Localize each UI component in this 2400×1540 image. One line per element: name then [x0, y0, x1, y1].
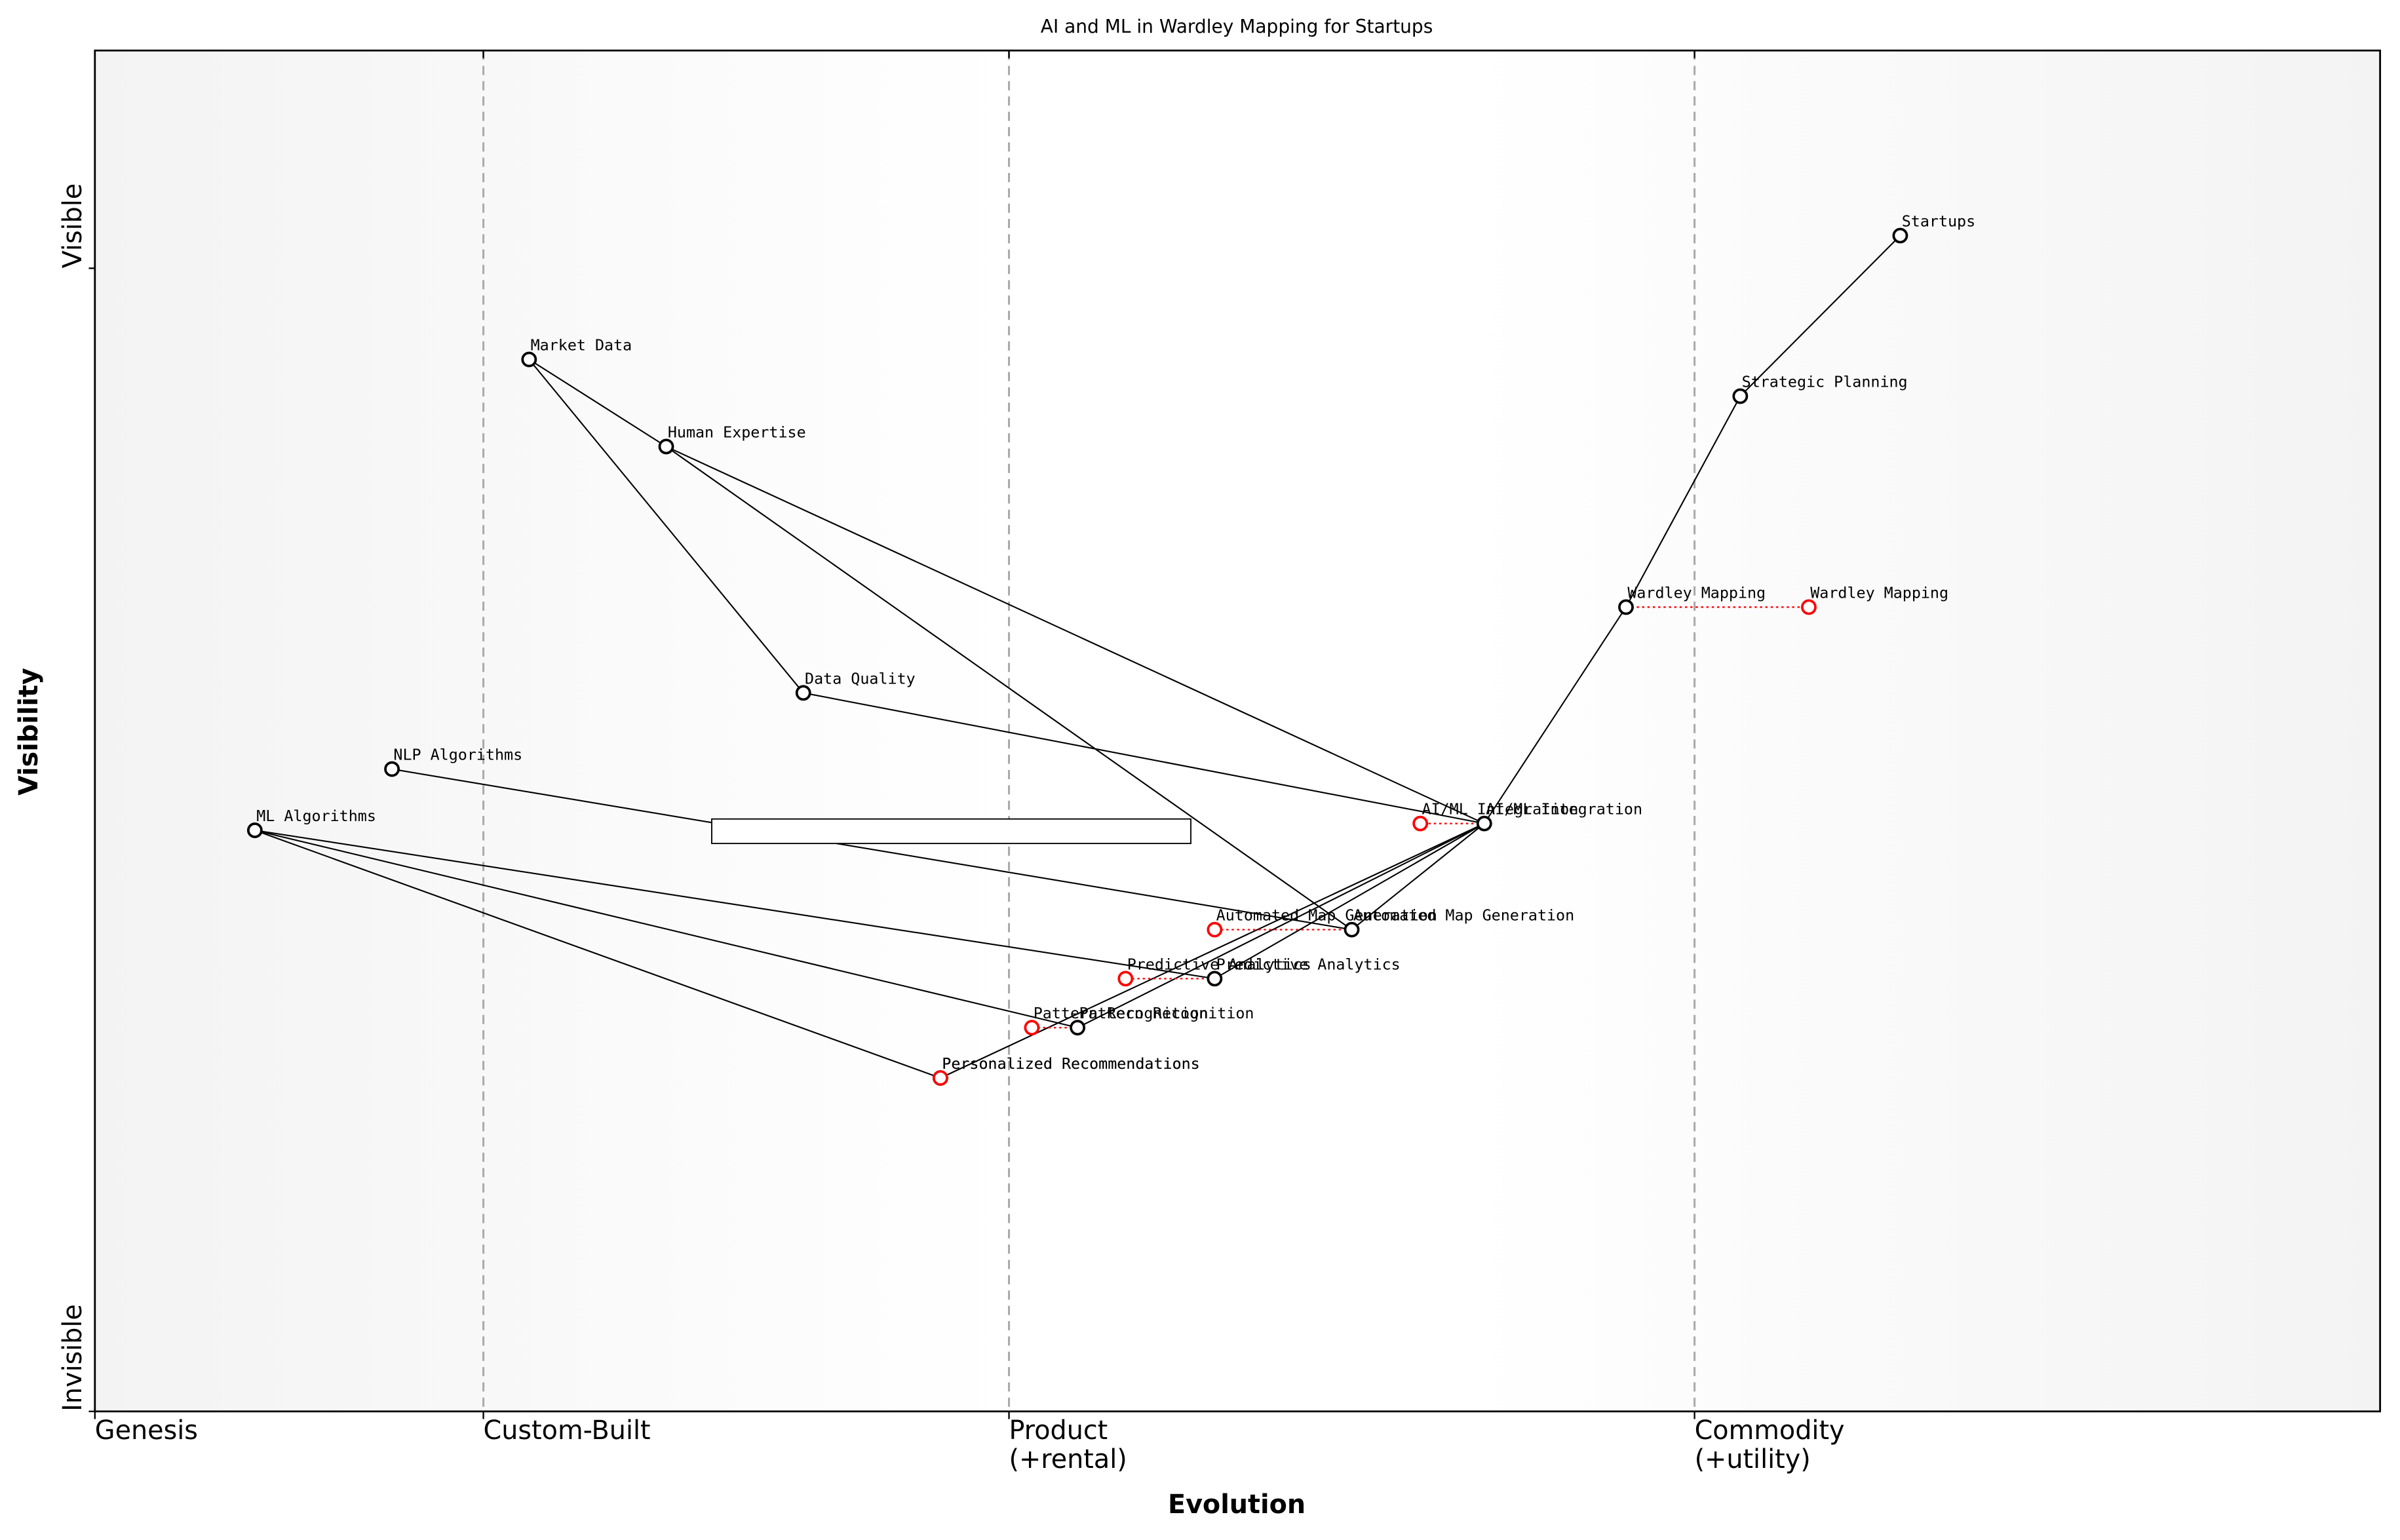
link [391, 768, 1352, 931]
link [1351, 822, 1485, 931]
x-tick-label-box: Product (+rental) [1009, 1417, 1127, 1476]
link [666, 446, 1485, 824]
y-tick-label: Visible [58, 183, 88, 269]
x-tick-label: Genesis [94, 1417, 199, 1447]
component-label: Personalized Recommendations [942, 1054, 1199, 1073]
plot-background [94, 50, 2380, 1412]
evolved-component [933, 1070, 948, 1086]
link [1483, 606, 1627, 824]
component [658, 438, 674, 455]
component-label: Wardley Mapping [1627, 583, 1766, 602]
link [665, 446, 1353, 931]
evolved-component [1207, 921, 1223, 938]
evolved-label: Pattern Recognition [1034, 1004, 1209, 1022]
component-label: Startups [1902, 212, 1975, 230]
y-axis-label: Visibility [14, 668, 44, 796]
component-label: NLP Algorithms [393, 746, 522, 764]
component-label: Strategic Planning [1742, 373, 1908, 391]
empty-legend [711, 818, 1191, 845]
component-label: Predictive Analytics [1216, 955, 1401, 973]
plot: Startups Strategic Planning Wardley Mappin… [94, 50, 1975, 1419]
component [246, 822, 263, 838]
evolved-component [1801, 599, 1817, 615]
component [1207, 971, 1223, 987]
link [1625, 396, 1741, 607]
component [521, 351, 537, 368]
evolved-label: Wardley Mapping [1810, 583, 1948, 602]
component-label: Human Expertise [668, 423, 806, 441]
component [1070, 1020, 1086, 1036]
component [1732, 388, 1749, 404]
component-label: ML Algorithms [256, 807, 376, 825]
link [803, 692, 1484, 824]
component-label: Data Quality [805, 669, 916, 687]
x-tick-label: Product (+rental) [1009, 1417, 1127, 1476]
component [384, 761, 400, 777]
component-label: AI/ML Integration [1486, 800, 1642, 818]
y-tick-label: Invisible [58, 1304, 88, 1412]
link [1739, 235, 1901, 397]
link [254, 829, 1215, 980]
x-tick-label: Custom-Built [483, 1417, 651, 1447]
link [528, 358, 804, 693]
component [1618, 599, 1634, 615]
chart-title: AI and ML in Wardley Mapping for Startup… [1041, 16, 1433, 37]
component [1892, 227, 1908, 244]
link [254, 830, 941, 1079]
link [940, 822, 1485, 1079]
link [1214, 822, 1485, 980]
evolved-label: Personalized Recommendations [942, 1054, 1199, 1073]
link [528, 358, 667, 448]
x-axis-label: Evolution [1168, 1490, 1306, 1520]
component [795, 685, 811, 701]
evolved-label: Automated Map Generation [1216, 906, 1437, 925]
evolved-component [1024, 1020, 1040, 1036]
link [1077, 822, 1485, 1029]
plot-frame [94, 49, 2382, 1413]
x-tick-label-box: Genesis [94, 1417, 199, 1447]
component-label: Pattern Recognition [1079, 1004, 1254, 1022]
evolved-label: AI/ML Integration [1422, 800, 1579, 818]
evolved-component [1117, 971, 1134, 987]
evolved-component [1412, 815, 1429, 832]
x-tick-label-box: Custom-Built [483, 1417, 651, 1447]
x-tick-label-box: Commodity (+utility) [1694, 1417, 1845, 1476]
link [254, 830, 1078, 1029]
component-label: Automated Map Generation [1353, 906, 1574, 925]
x-tick-label: Commodity (+utility) [1694, 1417, 1845, 1476]
component [1344, 921, 1360, 938]
component [1476, 815, 1492, 832]
evolved-label: Predictive Analytics [1127, 955, 1311, 973]
component-label: Market Data [531, 336, 632, 354]
